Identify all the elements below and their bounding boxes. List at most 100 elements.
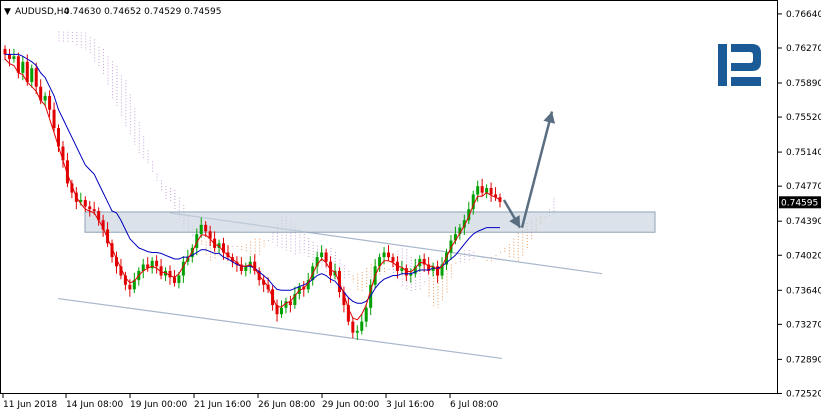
candle — [284, 297, 288, 314]
candle — [480, 178, 484, 197]
plot-area — [0, 0, 778, 394]
candle — [43, 92, 47, 107]
candle — [409, 268, 413, 283]
candle — [320, 245, 324, 261]
y-tick-label: 0.75520 — [786, 113, 821, 123]
x-tick-label: 29 Jun 00:00 — [322, 400, 379, 410]
x-axis: 11 Jun 2018 14 Jun 08:00 19 Jun 00:00 21 Ju… — [2, 393, 499, 410]
candle — [177, 271, 181, 289]
candle — [204, 221, 208, 237]
candle — [213, 231, 217, 252]
x-tick-label: 19 Jun 00:00 — [130, 400, 187, 410]
candle — [114, 251, 118, 274]
candle — [199, 217, 203, 238]
candle — [150, 257, 154, 274]
candle — [101, 214, 105, 237]
y-tick-label: 0.75140 — [786, 148, 821, 158]
candle — [97, 207, 101, 226]
candle — [141, 258, 145, 279]
candle — [471, 190, 475, 215]
candle — [467, 201, 471, 224]
y-axis: 0.76640 0.76270 0.75890 0.75520 0.75140 0.747… — [778, 10, 821, 399]
candle — [52, 102, 56, 132]
candle — [88, 200, 92, 217]
candle — [315, 251, 319, 274]
y-tick-label: 0.73270 — [786, 320, 821, 330]
candle — [159, 258, 163, 280]
y-tick-label: 0.73640 — [786, 286, 821, 296]
price-label-box: 0.74595 — [779, 196, 821, 209]
candle — [208, 225, 212, 247]
candle — [436, 260, 440, 283]
y-tick-label: 0.72520 — [786, 389, 821, 399]
lower-trend-line — [57, 297, 503, 360]
candle — [262, 274, 266, 293]
chart-header: ▼ AUDUSD,H4 0.74630 0.74652 0.74529 0.74… — [4, 7, 221, 17]
candle — [355, 325, 359, 341]
candle — [12, 48, 16, 63]
candle — [222, 237, 226, 260]
candle — [387, 245, 391, 261]
candle — [25, 54, 29, 86]
forecast-arrows — [502, 111, 556, 229]
resistance-zone — [84, 211, 656, 233]
candle — [404, 264, 408, 282]
y-tick-label: 0.75890 — [786, 79, 821, 89]
candle — [181, 256, 185, 283]
candle — [391, 253, 395, 268]
forecast-arrow-up — [520, 111, 556, 228]
candle — [123, 271, 127, 291]
tenkan-sen-line — [4, 58, 501, 321]
x-tick-label: 26 Jun 08:00 — [258, 400, 315, 410]
y-tick-label: 0.76270 — [786, 44, 821, 54]
candle — [279, 300, 283, 318]
candle — [61, 141, 65, 168]
candle — [293, 286, 297, 309]
candle — [275, 299, 279, 322]
candle — [458, 223, 462, 240]
candle — [360, 314, 364, 335]
candle — [155, 255, 159, 274]
y-tick-label: 0.76640 — [786, 10, 821, 20]
candle — [70, 179, 74, 199]
chart-ohlc: 0.74630 0.74652 0.74529 0.74595 — [64, 7, 221, 17]
candle — [253, 254, 257, 275]
candle — [16, 52, 20, 79]
y-tick-label: 0.74770 — [786, 182, 821, 192]
roboforex-r-logo — [718, 44, 761, 86]
candle — [440, 257, 444, 280]
candle — [30, 64, 34, 88]
forecast-arrow-down — [502, 199, 522, 229]
x-tick-label: 6 Jul 08:00 — [450, 400, 499, 410]
x-tick-label: 3 Jul 16:00 — [386, 400, 435, 410]
candle — [476, 180, 480, 202]
candle — [65, 153, 69, 188]
candle — [444, 248, 448, 271]
candle — [172, 270, 176, 287]
candle — [3, 45, 7, 60]
x-tick-label: 14 Jun 08:00 — [66, 400, 123, 410]
candle — [146, 257, 150, 272]
candle — [110, 239, 114, 263]
symbol-menu-icon[interactable]: ▼ — [4, 7, 11, 17]
candle — [288, 295, 292, 313]
candle — [351, 317, 355, 339]
candle — [244, 262, 248, 277]
candle — [364, 304, 368, 328]
candle — [48, 90, 52, 118]
candle — [346, 297, 350, 326]
current-price-label: 0.74595 — [781, 198, 818, 208]
candle — [378, 253, 382, 272]
candle — [21, 56, 25, 81]
candle — [132, 272, 136, 294]
candle — [34, 62, 38, 95]
y-tick-label: 0.74020 — [786, 251, 821, 261]
kijun-sen-line — [5, 53, 500, 304]
candle — [324, 248, 328, 268]
x-tick-label: 11 Jun 2018 — [3, 400, 57, 410]
y-tick-label: 0.72890 — [786, 355, 821, 365]
candle — [494, 187, 498, 201]
chart-symbol: AUDUSD,H4 — [15, 7, 70, 17]
candle — [106, 222, 110, 247]
